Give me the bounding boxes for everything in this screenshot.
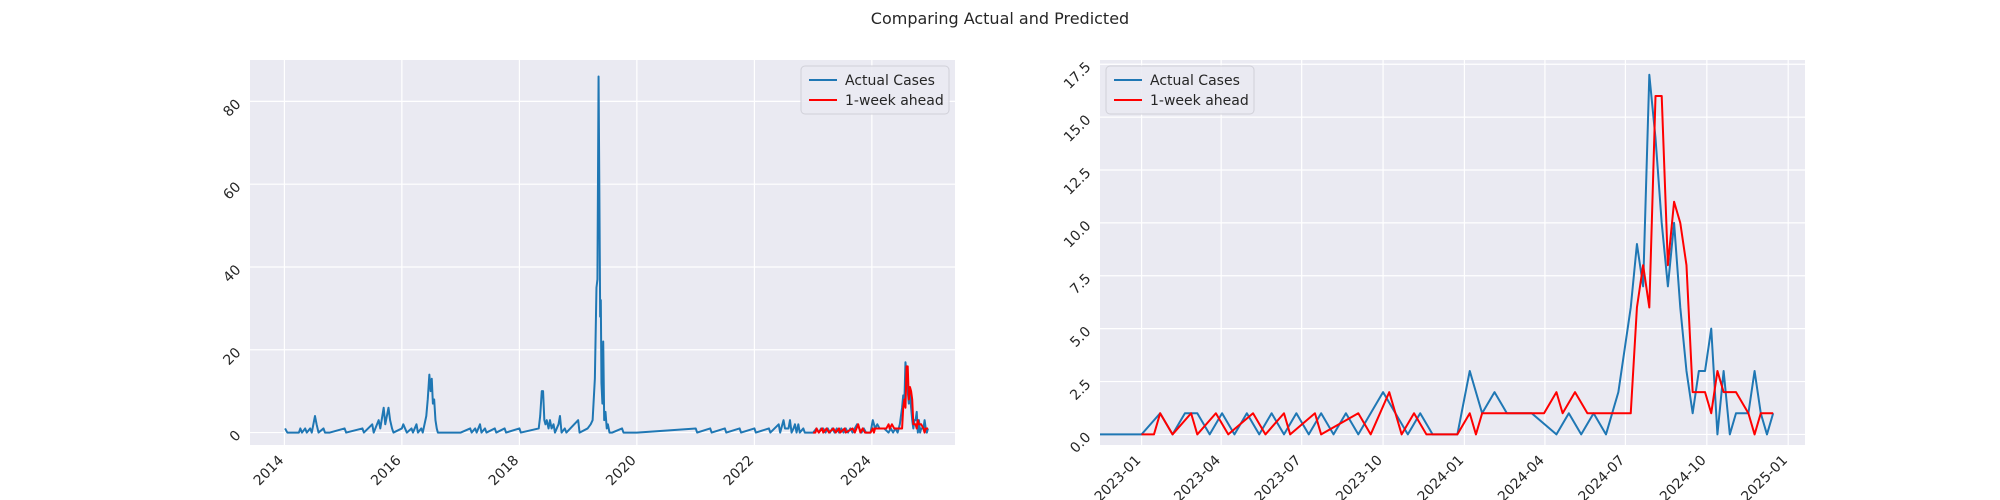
legend-box: [800, 65, 950, 115]
y-tick-label: 5.0: [1067, 324, 1094, 351]
y-tick-label: 17.5: [1061, 59, 1094, 92]
x-tick-label: 2014: [251, 452, 288, 489]
series-line-1-week-ahead: [813, 365, 928, 434]
plot-area: [1100, 60, 1805, 445]
x-tick-label: 2024-04: [1495, 452, 1548, 500]
x-tick-label: 2025-01: [1738, 453, 1791, 500]
y-tick-label: 40: [220, 262, 244, 286]
x-tick-label: 2022: [721, 453, 758, 490]
x-tick-label: 2018: [486, 453, 523, 490]
legend: Actual Cases 1-week ahead: [1105, 65, 1255, 115]
x-tick-label: 2024-10: [1657, 453, 1710, 500]
x-tick-label: 2024: [838, 452, 875, 489]
x-tick-label: 2020: [603, 453, 640, 490]
y-tick-label: 2.5: [1067, 377, 1094, 404]
figure-title: Comparing Actual and Predicted: [871, 9, 1129, 28]
y-tick-label: 12.5: [1061, 165, 1094, 198]
series-group: [1100, 73, 1775, 436]
y-tick-label: 0.0: [1067, 429, 1094, 456]
y-tick-label: 0: [227, 428, 245, 446]
series-group: [284, 75, 929, 434]
x-tick-label: 2023-10: [1333, 453, 1386, 500]
chart-left: 2014 2016 2018 2020 2022 2024 0 20 40 60 80 Actual …: [220, 60, 955, 489]
y-tick-label: 80: [220, 96, 244, 120]
x-tick-label: 2016: [368, 452, 405, 489]
legend-label-predicted: 1-week ahead: [845, 93, 944, 109]
series-line-actual-cases: [284, 75, 929, 434]
y-tick-label: 10.0: [1061, 218, 1094, 251]
y-tick-label: 15.0: [1061, 112, 1094, 145]
y-tick-label: 60: [220, 179, 244, 203]
legend-box: [1105, 65, 1255, 115]
legend: Actual Cases 1-week ahead: [800, 65, 950, 115]
x-tick-label: 2023-07: [1252, 453, 1305, 500]
legend-label-actual: Actual Cases: [845, 73, 935, 89]
y-tick-label: 20: [220, 345, 244, 369]
legend-label-actual: Actual Cases: [1150, 73, 1240, 89]
x-tick-label: 2024-01: [1415, 453, 1468, 500]
series-line-1-week-ahead: [1141, 94, 1774, 436]
series-line-actual-cases: [1100, 73, 1775, 436]
y-tick-label: 7.5: [1067, 271, 1094, 298]
x-tick-label: 2023-04: [1171, 452, 1224, 500]
legend-label-predicted: 1-week ahead: [1150, 93, 1249, 109]
x-tick-label: 2024-07: [1576, 453, 1629, 500]
x-tick-label: 2023-01: [1092, 453, 1145, 500]
